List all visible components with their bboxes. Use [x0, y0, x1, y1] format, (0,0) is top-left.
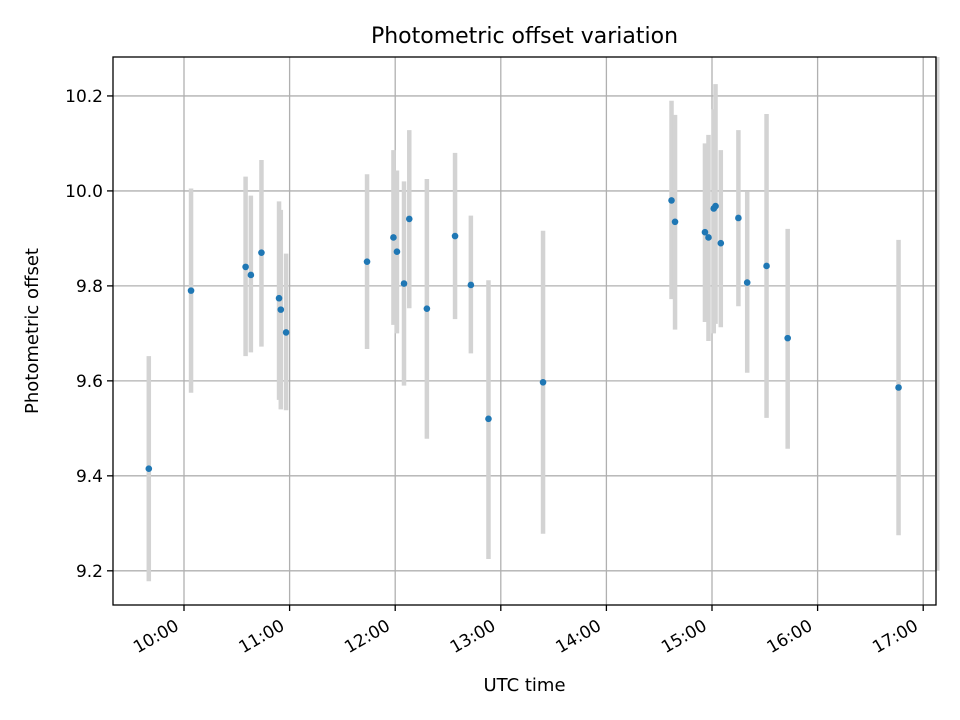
- data-point: [668, 197, 675, 204]
- data-points: [145, 197, 902, 473]
- x-tick-label: 12:00: [341, 616, 393, 658]
- data-point: [187, 287, 195, 294]
- data-point: [363, 258, 371, 265]
- data-point: [277, 306, 285, 313]
- data-point: [423, 305, 431, 312]
- data-point: [539, 378, 547, 386]
- data-point: [275, 294, 283, 302]
- x-axis-label: UTC time: [483, 675, 565, 696]
- data-point: [282, 329, 290, 336]
- y-tick-label: 10.0: [65, 182, 103, 202]
- plot-frame: [112, 56, 937, 606]
- data-point: [242, 263, 249, 271]
- x-tick-label: 13:00: [447, 616, 499, 658]
- data-point: [393, 248, 401, 255]
- data-point: [405, 215, 413, 223]
- grid: [113, 57, 936, 605]
- x-tick-label: 15:00: [658, 616, 710, 658]
- data-point: [451, 232, 459, 240]
- chart-title: Photometric offset variation: [371, 24, 678, 49]
- data-point: [895, 384, 902, 391]
- x-tick-label: 10:00: [130, 616, 182, 658]
- data-point: [671, 218, 679, 226]
- data-point: [763, 262, 770, 270]
- data-point: [705, 234, 712, 241]
- x-tick-label: 16:00: [764, 616, 816, 658]
- data-point: [400, 280, 408, 287]
- y-tick-label: 9.4: [76, 467, 103, 487]
- data-point: [390, 234, 397, 241]
- y-tick-label: 9.2: [76, 562, 103, 582]
- axis-ticks: 9.2 9.4 9.6 9.8 10.0 10.2 10:00 11:00 12:00 13:00…: [65, 87, 924, 658]
- y-axis-label: Photometric offset: [22, 248, 43, 414]
- data-point: [258, 249, 265, 256]
- y-tick-label: 9.8: [76, 277, 103, 297]
- y-tick-label: 9.6: [76, 372, 103, 392]
- data-point: [485, 415, 492, 423]
- data-point: [735, 214, 742, 222]
- x-tick-label: 17:00: [869, 616, 921, 658]
- x-tick-label: 14:00: [552, 616, 604, 658]
- data-point: [145, 465, 153, 473]
- data-point: [717, 239, 725, 247]
- data-point: [743, 279, 751, 286]
- data-point: [712, 202, 719, 210]
- data-point: [701, 228, 709, 236]
- error-bars: [146, 57, 940, 582]
- data-point: [784, 334, 791, 342]
- data-point: [247, 271, 255, 279]
- x-tick-label: 11:00: [236, 616, 288, 658]
- data-point: [467, 281, 475, 289]
- y-tick-label: 10.2: [65, 87, 103, 107]
